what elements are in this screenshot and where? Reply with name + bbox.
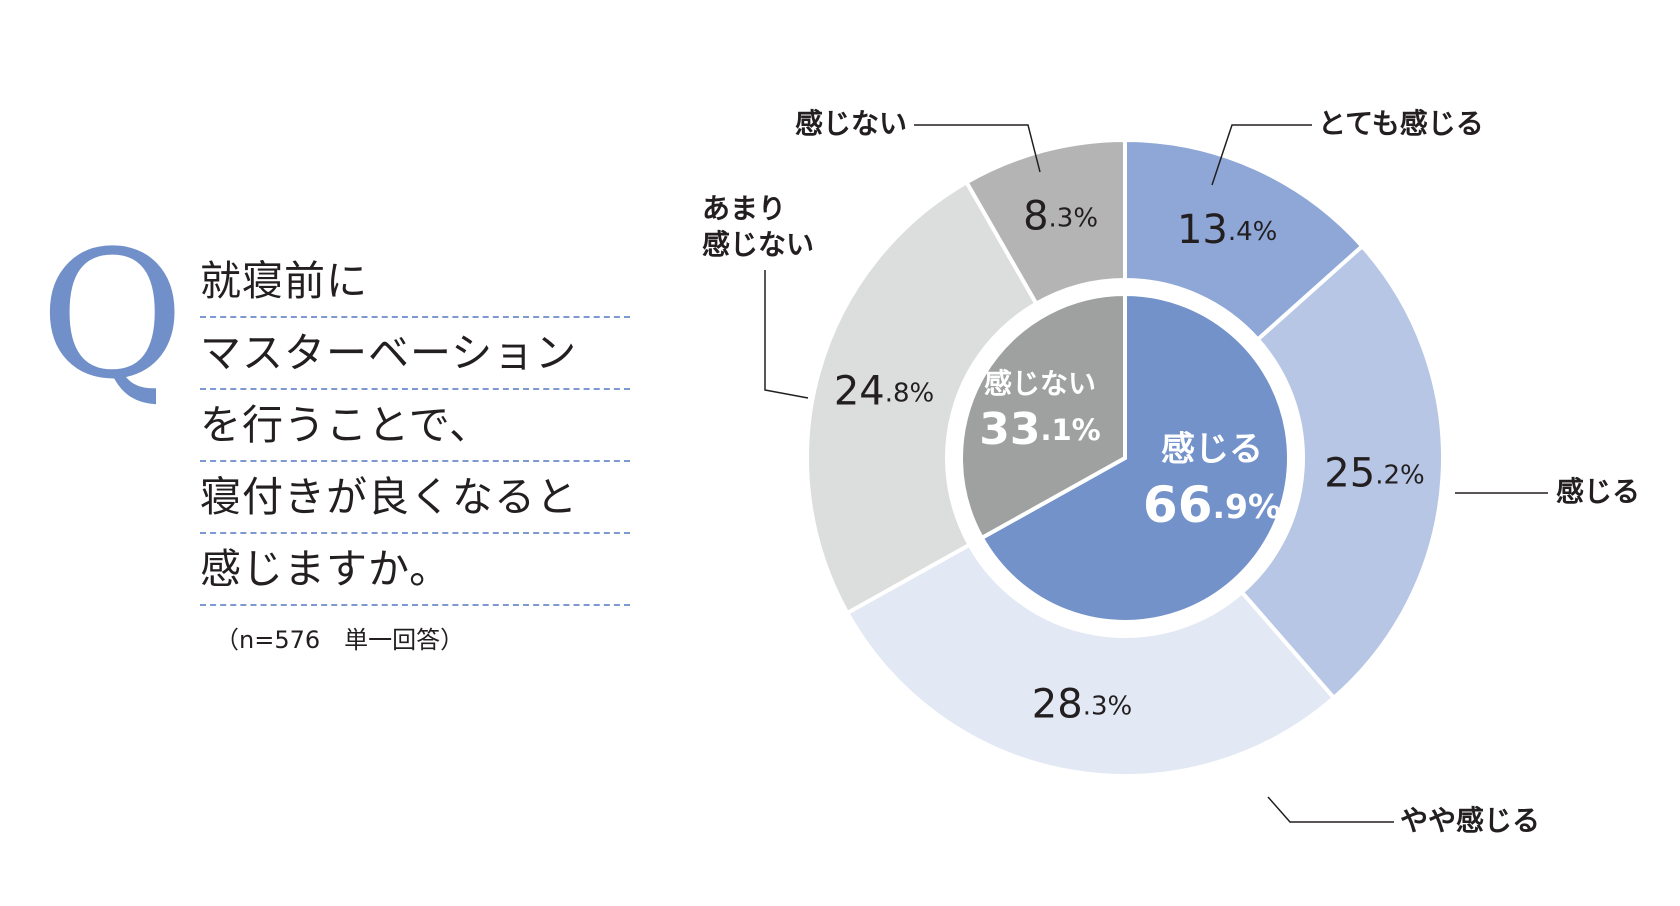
outer-slice: [844, 542, 1337, 778]
q-mark: Q: [40, 213, 185, 418]
outer-slice: [1239, 243, 1445, 701]
leader-line: [1267, 796, 1394, 823]
question-text: 就寝前に マスターベーション を行うことで、 寝付きが良くなると 感じますか。: [200, 246, 630, 606]
question-line: 感じますか。: [200, 534, 630, 606]
question-line: 就寝前に: [200, 246, 630, 318]
inner-slice: [979, 291, 1291, 624]
outer-slice: [963, 137, 1127, 307]
data-label: 8.3%: [1023, 193, 1098, 239]
data-label: 28.3%: [1032, 681, 1132, 727]
question-line: を行うことで、: [200, 390, 630, 462]
category-label: 感じる: [1556, 475, 1640, 508]
category-label: 感じない: [795, 107, 907, 140]
question-line: マスターベーション: [200, 318, 630, 390]
category-label: あまり感じない: [702, 192, 814, 261]
inner-category-label: 感じない: [984, 367, 1096, 400]
question-block: Q 就寝前に マスターベーション を行うことで、 寝付きが良くなると 感じますか…: [30, 228, 680, 668]
outer-slice: [1123, 137, 1366, 343]
data-label: 66.9%: [1143, 476, 1281, 534]
data-label: 24.8%: [834, 368, 934, 414]
category-label: やや感じる: [1400, 804, 1540, 837]
sample-note: （n=576 単一回答）: [215, 626, 465, 654]
inner-slice: [959, 291, 1127, 541]
leader-line: [1211, 124, 1312, 186]
leader-line: [764, 270, 809, 399]
data-label: 13.4%: [1177, 207, 1277, 253]
leader-line: [914, 124, 1041, 173]
data-label: 25.2%: [1324, 451, 1424, 497]
data-label: 33.1%: [979, 404, 1101, 455]
category-label: とても感じる: [1318, 107, 1484, 140]
question-line: 寝付きが良くなると: [200, 462, 630, 534]
outer-slice: [805, 179, 1040, 616]
inner-category-label: 感じる: [1161, 430, 1263, 470]
